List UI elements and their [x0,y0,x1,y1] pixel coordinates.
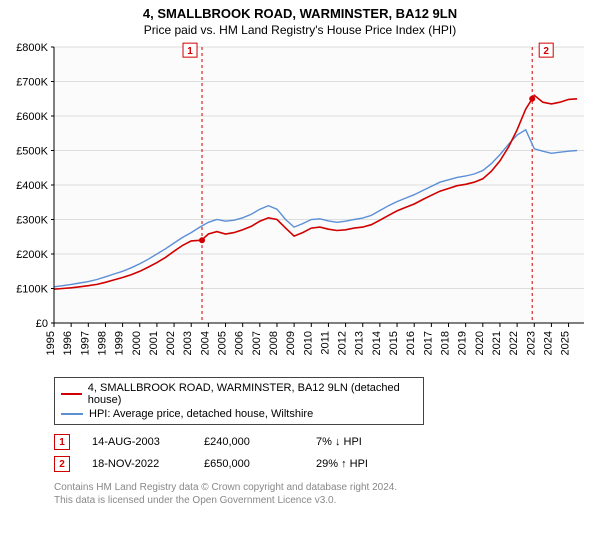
svg-text:£100K: £100K [16,284,48,296]
legend: 4, SMALLBROOK ROAD, WARMINSTER, BA12 9LN… [54,377,424,425]
legend-label-2: HPI: Average price, detached house, Wilt… [89,408,313,420]
svg-text:£300K: £300K [16,215,48,227]
svg-text:2: 2 [543,46,549,57]
svg-text:2018: 2018 [439,331,451,355]
svg-text:£700K: £700K [16,77,48,89]
svg-text:2020: 2020 [474,331,486,355]
svg-text:2008: 2008 [268,331,280,355]
price-chart: £0 £100K £200K £300K £400K £500K £600K £700K £80… [0,41,600,371]
svg-text:2015: 2015 [388,331,400,355]
sale-date: 18-NOV-2022 [92,458,182,470]
legend-row: HPI: Average price, detached house, Wilt… [61,407,417,421]
svg-text:1995: 1995 [45,331,57,355]
page-title: 4, SMALLBROOK ROAD, WARMINSTER, BA12 9LN [0,0,600,21]
svg-text:2025: 2025 [560,331,572,355]
svg-text:2004: 2004 [199,331,211,355]
svg-text:2017: 2017 [422,331,434,355]
svg-text:2000: 2000 [131,331,143,355]
svg-text:1997: 1997 [79,331,91,355]
svg-text:£500K: £500K [16,146,48,158]
svg-text:2016: 2016 [405,331,417,355]
svg-text:£600K: £600K [16,111,48,123]
svg-text:2019: 2019 [457,331,469,355]
svg-text:2014: 2014 [371,331,383,355]
sale-date: 14-AUG-2003 [92,436,182,448]
svg-text:2012: 2012 [337,331,349,355]
footnote-line: Contains HM Land Registry data © Crown c… [54,481,580,494]
svg-text:2022: 2022 [508,331,520,355]
svg-text:2013: 2013 [354,331,366,355]
svg-text:2021: 2021 [491,331,503,355]
svg-text:2010: 2010 [302,331,314,355]
legend-swatch-1 [61,393,82,395]
svg-text:2005: 2005 [217,331,229,355]
svg-text:2003: 2003 [182,331,194,355]
svg-text:1998: 1998 [96,331,108,355]
svg-text:1996: 1996 [62,331,74,355]
svg-text:1: 1 [187,46,193,57]
svg-text:£400K: £400K [16,180,48,192]
svg-text:2007: 2007 [251,331,263,355]
sales-list: 1 14-AUG-2003 £240,000 7% ↓ HPI 2 18-NOV-2022… [54,431,580,475]
svg-text:£0: £0 [36,318,48,330]
page-subtitle: Price paid vs. HM Land Registry's House … [0,21,600,41]
sale-price: £240,000 [204,436,294,448]
sale-row: 1 14-AUG-2003 £240,000 7% ↓ HPI [54,431,580,453]
sale-delta: 29% ↑ HPI [316,458,406,470]
svg-text:2001: 2001 [148,331,160,355]
svg-text:2011: 2011 [319,331,331,355]
svg-text:2009: 2009 [285,331,297,355]
legend-row: 4, SMALLBROOK ROAD, WARMINSTER, BA12 9LN… [61,381,417,407]
svg-text:2006: 2006 [234,331,246,355]
footnote: Contains HM Land Registry data © Crown c… [54,481,580,507]
svg-text:2023: 2023 [525,331,537,355]
legend-label-1: 4, SMALLBROOK ROAD, WARMINSTER, BA12 9LN… [88,382,417,406]
sale-badge: 2 [54,456,70,472]
svg-text:2002: 2002 [165,331,177,355]
sale-row: 2 18-NOV-2022 £650,000 29% ↑ HPI [54,453,580,475]
svg-text:£800K: £800K [16,42,48,54]
svg-text:£200K: £200K [16,249,48,261]
sale-delta: 7% ↓ HPI [316,436,406,448]
footnote-line: This data is licensed under the Open Gov… [54,494,580,507]
legend-swatch-2 [61,413,83,415]
svg-text:1999: 1999 [114,331,126,355]
sale-badge: 1 [54,434,70,450]
svg-text:2024: 2024 [542,331,554,355]
sale-price: £650,000 [204,458,294,470]
